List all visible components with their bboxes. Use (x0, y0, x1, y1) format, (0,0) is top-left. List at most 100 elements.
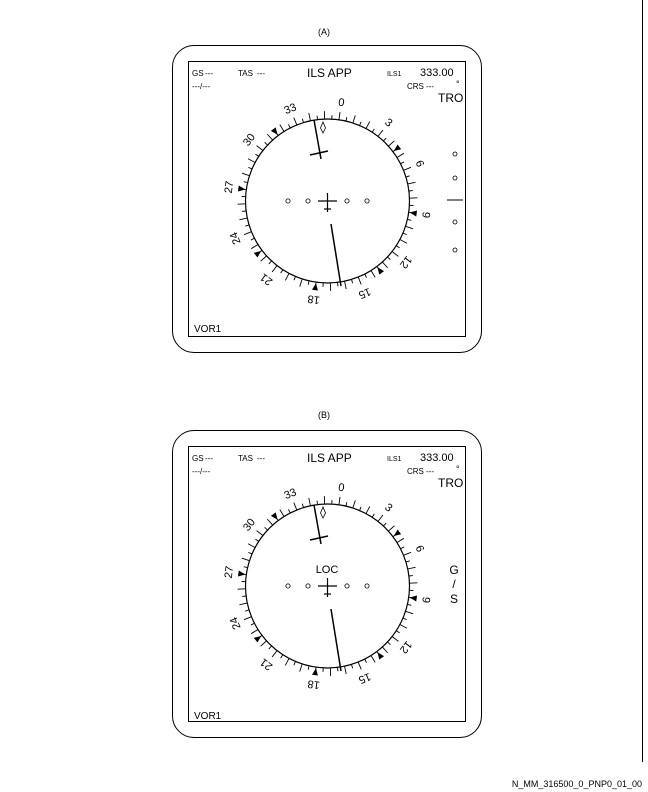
compass-tick (351, 279, 354, 284)
compass-marker (312, 668, 318, 676)
gs-value: --- (205, 69, 213, 78)
compass-tick (250, 629, 259, 635)
compass-tick (396, 537, 405, 543)
compass-marker (270, 512, 278, 520)
compass-tick (396, 245, 400, 249)
mode-title: ILS APP (307, 66, 352, 80)
degree-symbol: ° (456, 79, 460, 89)
compass-tick (371, 513, 375, 518)
deviation-dot (344, 583, 350, 589)
compass-tick (400, 546, 405, 550)
nav-source: ILS1 (387, 456, 402, 463)
nav-source: ILS1 (387, 71, 402, 78)
compass-tick (256, 145, 264, 151)
frequency: 333.00 (420, 452, 454, 464)
compass-tick (288, 124, 291, 129)
aircraft-symbol (318, 193, 337, 212)
mode-title: ILS APP (307, 451, 352, 465)
aircraft-symbol (318, 578, 337, 597)
compass-tick (284, 273, 290, 281)
compass-tick (377, 514, 384, 522)
compass-label: 21 (258, 271, 275, 288)
compass-tick (250, 237, 255, 241)
compass-label: 30 (241, 517, 258, 534)
compass-tick (344, 666, 347, 675)
compass-tick (407, 604, 412, 606)
deviation-dot (285, 198, 291, 204)
compass-tick (301, 503, 304, 508)
compass-tick (345, 117, 348, 122)
compass-tick (391, 636, 399, 642)
panel-b-bezel (172, 430, 482, 738)
compass-tick (405, 225, 414, 230)
compass-tick (364, 273, 367, 278)
compass-tick (280, 654, 284, 659)
tas-label: TAS (238, 69, 253, 78)
compass-tick (351, 664, 354, 669)
compass-tick (243, 231, 252, 236)
panel-a-glideslope-scale (447, 151, 463, 253)
compass-tick (248, 551, 253, 555)
compass-label: 0 (337, 482, 345, 495)
compass-marker (270, 127, 278, 135)
panel-a-compass-rose: 0 3 6 9 12 15 18 21 24 27 30 33 (223, 97, 432, 306)
compass-label: 3 (382, 501, 394, 514)
compass-tick (405, 175, 410, 178)
compass-marker (253, 250, 262, 258)
compass-tick (279, 124, 285, 132)
compass-tick (405, 610, 414, 615)
compass-tick (266, 133, 273, 141)
compass-tick (357, 661, 362, 670)
compass-tick (239, 217, 248, 221)
compass-tick (407, 181, 416, 185)
compass-tick (243, 181, 248, 183)
compass-label: 12 (397, 253, 414, 270)
compass-tick (266, 518, 273, 526)
compass-label: 3 (382, 116, 394, 129)
compass-tick (248, 166, 253, 170)
gs-label: GS (192, 69, 204, 78)
wind-value: ---/--- (192, 82, 211, 91)
compass-label: 6 (413, 159, 426, 169)
compass-tick (284, 658, 290, 666)
panel-a-display: 0 3 6 9 12 15 18 21 24 27 30 33 GS --- TAS --- ---/… (192, 66, 463, 335)
compass-tick (364, 658, 367, 663)
compass-tick (299, 663, 303, 672)
compass-tick (308, 112, 311, 121)
compass-label: 9 (419, 211, 432, 219)
compass-tick (250, 622, 255, 626)
compass-tick (307, 280, 310, 285)
compass-tick (388, 525, 395, 532)
compass-tick (301, 118, 304, 123)
compass-tick (365, 506, 371, 514)
compass-tick (338, 111, 341, 120)
compass-marker (409, 595, 418, 602)
compass-label: 18 (307, 292, 321, 306)
compass-tick (403, 166, 412, 171)
compass-marker (253, 635, 262, 643)
compass-label: 18 (307, 677, 321, 691)
compass-label: 33 (282, 486, 298, 502)
compass-tick (382, 261, 389, 269)
gs-flag-g: G (449, 563, 458, 577)
compass-tick (255, 538, 259, 542)
compass-tick (241, 172, 250, 177)
compass-tick (279, 509, 285, 517)
compass-tick (387, 256, 391, 260)
compass-marker (409, 210, 418, 217)
glideslope-dot (452, 219, 458, 225)
compass-label: 24 (228, 230, 244, 246)
frequency: 333.00 (420, 67, 454, 79)
compass-tick (293, 276, 296, 281)
course-pointer (309, 119, 342, 287)
compass-tick (308, 497, 311, 506)
glideslope-dot (452, 175, 458, 181)
compass-tick (293, 661, 296, 666)
compass-tick (402, 617, 407, 621)
compass-tick (359, 121, 362, 126)
compass-marker (393, 144, 402, 152)
compass-tick (387, 641, 391, 645)
compass-label: 33 (282, 101, 298, 117)
deviation-dot (305, 583, 311, 589)
compass-tick (407, 566, 416, 570)
